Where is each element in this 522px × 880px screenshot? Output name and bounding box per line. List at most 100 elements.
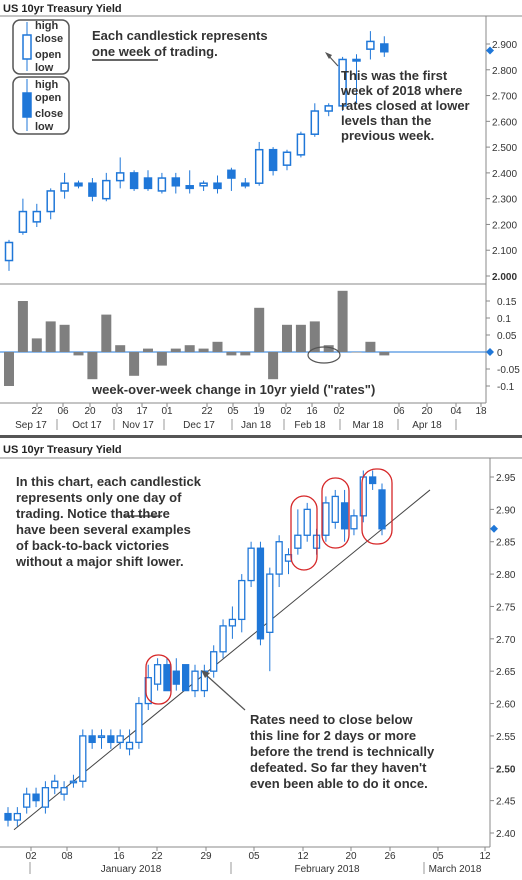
weekly-candle-body xyxy=(268,148,278,172)
weekly-candle-body xyxy=(213,182,222,190)
weekly-y-tick-label: 2.200 xyxy=(492,220,517,231)
daily-candle-body xyxy=(79,735,87,782)
daily-top-note-line: represents only one day of xyxy=(16,490,182,505)
change-bar xyxy=(309,321,320,352)
weekly-y-tick-label: 2.400 xyxy=(492,169,517,180)
legend-down-label-3: close xyxy=(35,108,63,120)
weekly-candle-body xyxy=(143,177,153,190)
weekly-x-month-label: Sep 17 xyxy=(15,420,47,431)
weekly-y-tick-label: 2.700 xyxy=(492,92,517,103)
weekly-x-tick-label: 19 xyxy=(253,406,265,417)
daily-x-tick-label: 12 xyxy=(479,851,491,862)
change-bar xyxy=(323,345,334,352)
legend-up-label-1: high xyxy=(35,20,58,32)
daily-y-tick-label: 2.80 xyxy=(496,570,516,581)
daily-bottom-note-line: before the trend is technically xyxy=(250,744,435,759)
weekly-candle-body xyxy=(74,182,83,187)
change-bar xyxy=(4,352,14,386)
legend-down-body xyxy=(22,92,32,118)
daily-x-ticks: 02 08 16 22 29 05 12 20 26 05 12 xyxy=(25,847,491,862)
daily-y-tick-label: 2.55 xyxy=(496,732,516,743)
weekly-candle-body xyxy=(338,58,347,107)
change-bar xyxy=(31,338,42,352)
daily-candle-body xyxy=(51,780,59,789)
daily-candle-body xyxy=(60,787,68,795)
change-bar xyxy=(198,348,209,352)
daily-y-tick-label: 2.95 xyxy=(496,473,516,484)
daily-candle-body xyxy=(172,670,180,685)
change-bar xyxy=(212,341,223,352)
daily-x-tick-label: 26 xyxy=(384,851,396,862)
daily-x-tick-label: 08 xyxy=(61,851,73,862)
legend-down-candle: high open close low xyxy=(12,76,70,135)
daily-arrow-head xyxy=(201,670,210,678)
weekly-candle-body xyxy=(129,172,139,190)
weekly-candle-body xyxy=(157,177,167,192)
legend-up-label-2: close xyxy=(35,33,63,45)
daily-x-tick-label: 12 xyxy=(297,851,309,862)
weekly-x-tick-label: 20 xyxy=(84,406,96,417)
daily-x-months: January 2018 February 2018 March 2018 xyxy=(29,862,482,875)
daily-candle-body xyxy=(238,579,246,621)
change-bar xyxy=(73,352,84,356)
daily-arrow-shaft xyxy=(204,673,246,711)
daily-candle-body xyxy=(359,476,367,517)
change-bar xyxy=(143,348,153,352)
weekly-y-tick-label: 2.800 xyxy=(492,66,517,77)
weekly-x-tick-label: 02 xyxy=(333,406,345,417)
weekly-candle-body xyxy=(46,190,55,213)
daily-candles xyxy=(4,470,386,827)
daily-x-month-label: March 2018 xyxy=(429,864,482,875)
weekly-side-note-line: levels than the xyxy=(341,113,431,128)
weekly-x-tick-label: 03 xyxy=(111,406,123,417)
weekly-x-tick-label: 04 xyxy=(450,406,462,417)
daily-x-month-label: January 2018 xyxy=(101,864,162,875)
change-bar xyxy=(379,352,390,356)
legend-up-candle: high close open low xyxy=(12,19,70,75)
daily-top-note-line: trading. Notice that there xyxy=(16,506,170,521)
daily-bottom-note-line: even been able to do it once. xyxy=(250,776,428,791)
daily-candle-body xyxy=(350,515,358,530)
weekly-arrow-head xyxy=(325,52,332,59)
weekly-x-tick-label: 16 xyxy=(306,406,318,417)
daily-candle-body xyxy=(266,573,274,633)
weekly-x-tick-label: 06 xyxy=(57,406,69,417)
change-y-tick-label: 0 xyxy=(497,348,503,359)
weekly-candle-body xyxy=(4,241,14,262)
weekly-y-ticks: 2.000 2.100 2.200 2.300 2.400 2.500 2.600 2.700… xyxy=(486,40,517,283)
daily-candle-body xyxy=(256,547,265,640)
daily-candle-body xyxy=(210,651,218,672)
daily-y-ticks: 2.40 2.45 2.50 2.55 2.60 2.65 2.70 2.75 2.80 2.85… xyxy=(490,473,516,840)
change-bar xyxy=(295,324,306,352)
weekly-candle-body xyxy=(310,110,320,135)
change-bar xyxy=(226,352,237,356)
weekly-candle-body xyxy=(254,148,264,184)
weekly-side-note-line: week of 2018 where xyxy=(340,83,462,98)
daily-candle-body xyxy=(4,812,12,821)
daily-bottom-note-line: defeated. So far they haven't xyxy=(250,760,427,775)
weekly-candle-body xyxy=(380,43,389,53)
change-bar xyxy=(129,352,140,376)
weekly-candle-body xyxy=(199,182,208,187)
weekly-x-months: Sep 17 Oct 17 Nov 17 Dec 17 Jan 18 Feb 18 Mar … xyxy=(15,419,457,431)
weekly-candle-body xyxy=(282,151,292,166)
daily-candle-body xyxy=(135,702,143,744)
weekly-change-bars xyxy=(0,290,486,386)
daily-candle-body xyxy=(41,787,50,808)
weekly-x-month-label: Nov 17 xyxy=(122,420,154,431)
daily-current-value-marker xyxy=(490,524,498,533)
daily-chart-title: US 10yr Treasury Yield xyxy=(3,444,122,456)
daily-y-tick-label: 2.65 xyxy=(496,667,516,678)
legend-down-label-2: open xyxy=(35,92,62,104)
daily-candle-body xyxy=(88,735,96,744)
change-bar xyxy=(351,352,362,353)
weekly-x-month-label: Oct 17 xyxy=(72,420,102,431)
daily-candle-body xyxy=(368,476,377,485)
change-bar xyxy=(337,290,348,352)
daily-y-tick-label: 2.70 xyxy=(496,635,516,646)
daily-y-tick-label: 2.90 xyxy=(496,505,516,516)
daily-top-note-line: have been several examples xyxy=(16,522,191,537)
